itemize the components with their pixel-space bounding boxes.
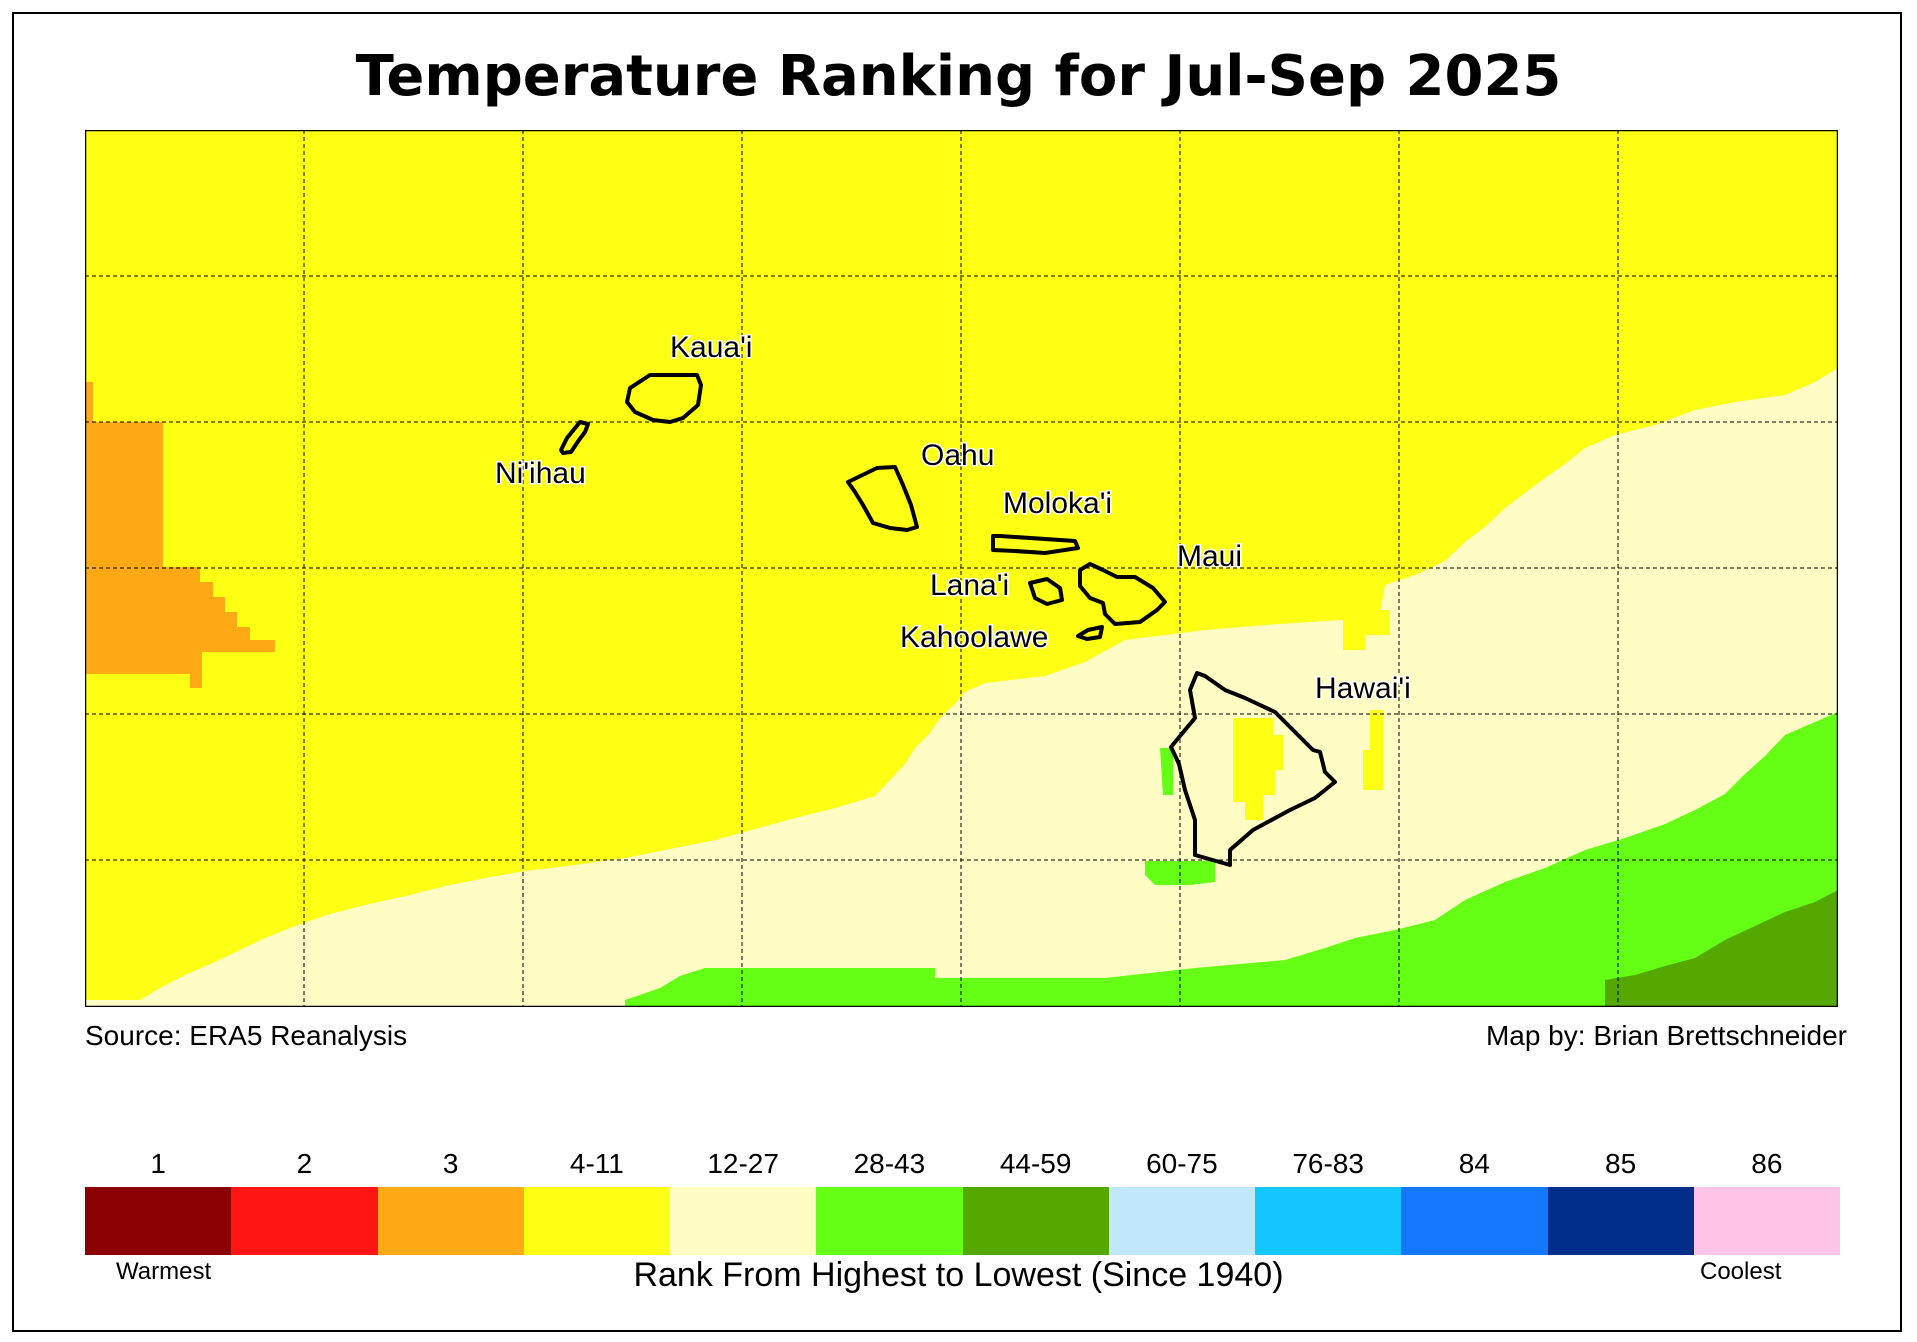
legend-swatch-2 [231, 1187, 378, 1255]
legend-bin-label-4: 4-11 [569, 1148, 624, 1179]
hawaii-outline [1169, 671, 1337, 867]
zone-44-59 [1605, 890, 1838, 1007]
legend-swatch-1 [85, 1187, 232, 1255]
legend-swatch-3 [377, 1187, 524, 1255]
legend-high-label: Coolest [1700, 1258, 1782, 1285]
legend-swatch-12 [1693, 1187, 1840, 1255]
credit-note: Map by: Brian Brettschneider [1485, 1020, 1847, 1051]
legend-bin-label-3: 3 [442, 1148, 459, 1179]
legend-colorbar [85, 1187, 1840, 1255]
legend-bin-label-1: 1 [150, 1148, 166, 1179]
legend-swatch-10 [1401, 1187, 1548, 1255]
legend-swatch-9 [1255, 1187, 1402, 1255]
kauai-outline [625, 373, 703, 424]
graticule [85, 130, 1838, 1007]
zone-4-11-hawaii [1233, 718, 1283, 820]
zone-28-43-patch-w [1160, 748, 1173, 795]
legend-bin-label-11: 85 [1605, 1148, 1637, 1179]
legend-title: Rank From Highest to Lowest (Since 1940) [633, 1256, 1284, 1294]
kahoolawe-outline [1076, 625, 1104, 641]
maui-outline [1078, 562, 1167, 626]
island-outlines [559, 373, 1337, 867]
legend-swatch-11 [1547, 1187, 1694, 1255]
island-label-kahoolawe: Kahoolawe [900, 621, 1048, 654]
legend-swatch-7 [962, 1187, 1109, 1255]
zone-12-27 [85, 368, 1838, 1007]
legend-bin-label-7: 44-59 [999, 1148, 1072, 1179]
legend-bin-label-5: 12-27 [707, 1148, 779, 1179]
figure-frame [12, 12, 1902, 1332]
zone-4-11-hawaii-east [1363, 710, 1383, 790]
island-label-maui: Maui [1177, 540, 1242, 573]
legend-bin-label-8: 60-75 [1146, 1148, 1218, 1179]
legend-swatch-8 [1108, 1187, 1255, 1255]
oahu-outline [846, 465, 919, 532]
island-label-oahu: Oahu [921, 439, 994, 472]
legend-swatch-4 [523, 1187, 670, 1255]
legend-swatch-5 [670, 1187, 817, 1255]
molokai-outline [991, 534, 1080, 555]
map-border [85, 130, 1838, 1007]
rank-map: Kaua'i Ni'ihau Oahu Moloka'i Maui Lana'i… [85, 130, 1838, 1007]
zone-4-11-patch [1285, 582, 1390, 650]
zone-28-43 [625, 712, 1838, 1007]
legend-bin-label-2: 2 [296, 1148, 313, 1179]
legend-bin-labels: 1 2 3 4-11 12-27 28-43 44-59 60-75 76-83 84 85 86 [85, 1148, 1840, 1182]
island-label-kauai: Kaua'i [670, 331, 752, 364]
legend-bin-label-9: 76-83 [1292, 1148, 1364, 1179]
island-label-molokai: Moloka'i [1003, 487, 1112, 520]
lanai-outline [1028, 577, 1064, 606]
legend-swatch-6 [816, 1187, 963, 1255]
island-label-niihau: Ni'ihau [495, 457, 586, 490]
island-label-hawaii: Hawai'i [1315, 672, 1411, 705]
source-note: Source: ERA5 Reanalysis [85, 1020, 408, 1051]
legend-bin-label-12: 86 [1751, 1148, 1783, 1179]
legend-low-label: Warmest [116, 1258, 212, 1285]
island-label-lanai: Lana'i [930, 569, 1009, 602]
niihau-outline [559, 420, 590, 455]
zone-3 [85, 382, 275, 688]
legend-bin-label-6: 28-43 [853, 1148, 926, 1179]
map-title: Temperature Ranking for Jul-Sep 2025 [355, 44, 1562, 109]
legend-bin-label-10: 84 [1458, 1148, 1490, 1179]
